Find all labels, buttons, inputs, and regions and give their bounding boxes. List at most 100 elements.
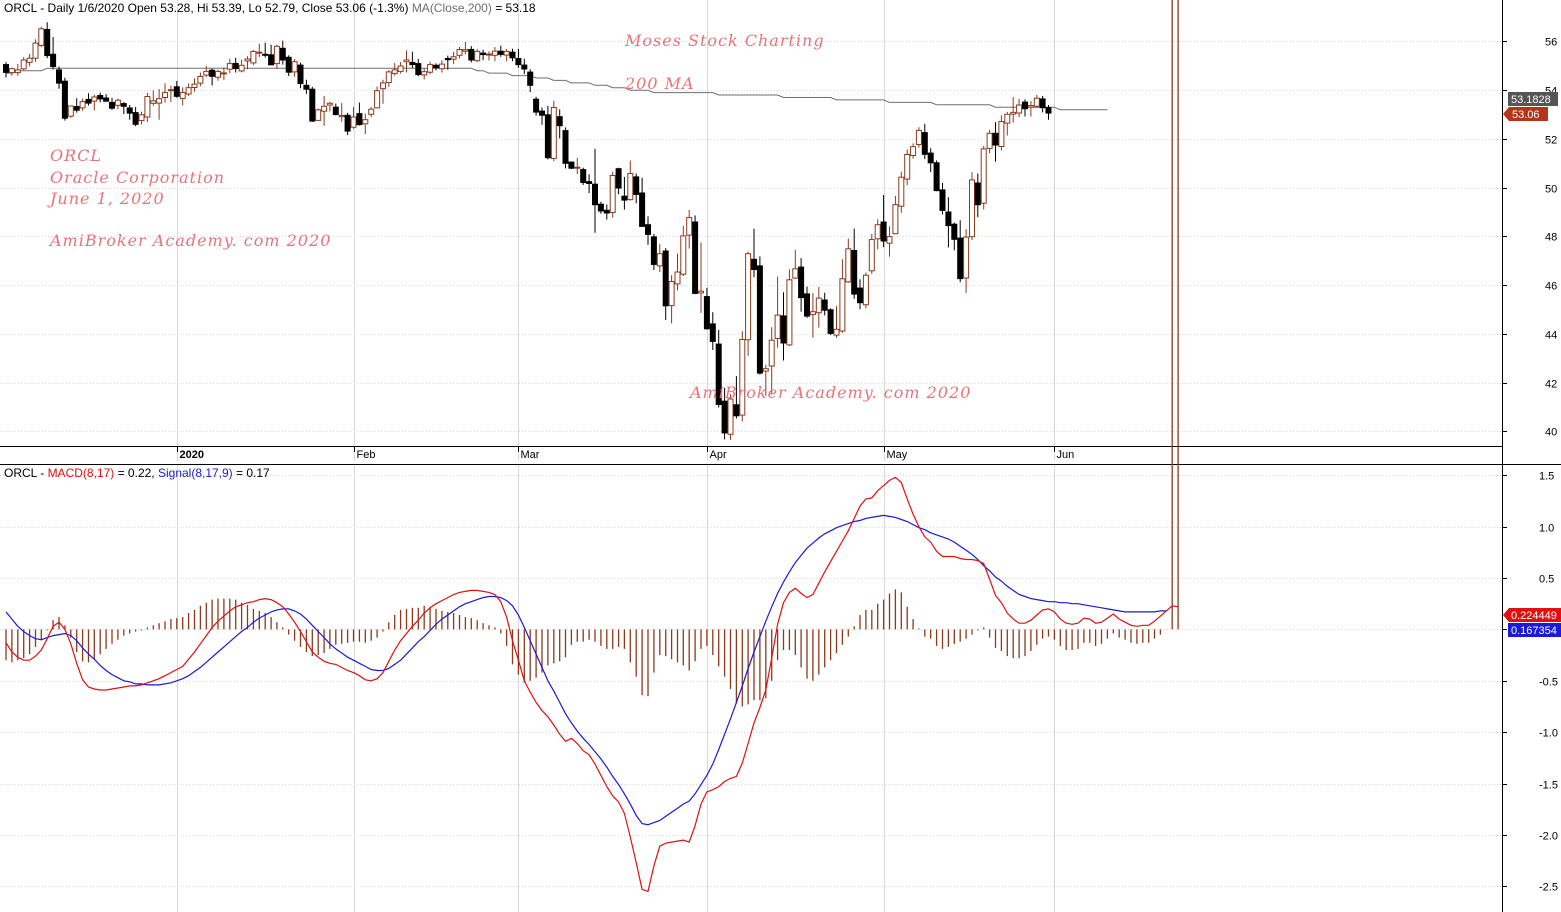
candle-body <box>91 96 98 102</box>
candle-body <box>574 166 581 169</box>
candle <box>556 109 563 139</box>
candle <box>933 160 940 192</box>
macd-tick-label: 1.5 <box>1539 471 1554 483</box>
candle <box>645 216 651 245</box>
candle <box>250 50 257 66</box>
candle <box>421 68 428 80</box>
candle <box>927 148 934 173</box>
candle <box>904 149 911 186</box>
date-tick-label: 2020 <box>180 449 204 461</box>
candle-body <box>921 132 928 155</box>
candle-body <box>957 237 964 280</box>
candle-body <box>762 368 769 372</box>
candle <box>91 94 98 111</box>
candle <box>374 86 381 109</box>
candle <box>963 229 970 293</box>
candle <box>974 173 981 218</box>
candle <box>61 77 68 121</box>
candle <box>391 63 398 76</box>
candle-body <box>880 221 887 242</box>
candle <box>474 49 481 63</box>
candle-body <box>191 83 198 88</box>
candle <box>609 171 616 218</box>
candle <box>50 37 57 70</box>
candle-body <box>904 154 911 180</box>
candle <box>998 115 1005 151</box>
candle-body <box>745 253 752 341</box>
candle <box>480 49 487 61</box>
pane-separator <box>0 461 1502 465</box>
macd-tick-label: 1.0 <box>1539 523 1554 535</box>
candle <box>503 49 510 62</box>
candle <box>1022 99 1028 117</box>
candle <box>780 292 787 361</box>
candle-body <box>368 108 375 115</box>
candle <box>8 67 15 76</box>
candle <box>951 222 958 251</box>
candle <box>868 234 875 274</box>
date-x-axis: 2020 Feb Mar Apr May Jun <box>0 446 1502 461</box>
candle <box>179 87 186 106</box>
candle <box>197 72 204 87</box>
candle <box>362 113 369 134</box>
candle-body <box>692 221 699 294</box>
candle-body <box>220 72 227 75</box>
candle-body <box>44 29 51 57</box>
candle-body <box>969 179 975 238</box>
candle-body <box>144 96 151 118</box>
candle-body <box>756 265 763 374</box>
candle <box>67 105 74 118</box>
candle-body <box>73 106 80 111</box>
candle <box>26 53 33 67</box>
candle-body <box>250 50 257 64</box>
candle <box>898 171 905 213</box>
candle <box>303 79 310 94</box>
candle <box>285 55 292 76</box>
candle <box>586 174 593 193</box>
candle <box>79 98 86 111</box>
candle-body <box>592 183 598 206</box>
candle <box>332 103 339 116</box>
macd-histogram <box>5 0 1179 707</box>
watermark-academy-bottom: AmiBroker Academy. com 2020 <box>688 383 971 402</box>
candle <box>450 51 457 65</box>
candle-body <box>79 101 86 109</box>
candle-body <box>456 49 463 56</box>
candle <box>851 228 858 299</box>
candle <box>603 204 610 220</box>
candle-body <box>244 58 251 62</box>
candle-body <box>232 62 239 70</box>
candle <box>945 197 952 248</box>
candle <box>397 61 404 74</box>
candle-body <box>862 274 869 306</box>
candle-body <box>1022 101 1028 110</box>
candle <box>833 306 840 338</box>
candle-body <box>980 148 987 204</box>
candle <box>3 62 9 78</box>
candle <box>38 26 45 47</box>
date-tick-label: May <box>887 449 908 461</box>
candle <box>203 65 210 77</box>
candle-body <box>774 314 781 340</box>
candle <box>185 83 192 96</box>
candle-body <box>951 223 958 240</box>
macd-tick-label: -1.5 <box>1539 780 1558 792</box>
macd-tick-label: -1.0 <box>1539 728 1558 740</box>
candle-body <box>668 281 675 307</box>
candle-body <box>497 50 504 55</box>
candle-body <box>939 189 946 211</box>
candle <box>144 92 151 122</box>
candle <box>615 167 622 195</box>
candle <box>715 330 722 408</box>
candle <box>103 94 110 102</box>
candle <box>1039 96 1046 113</box>
candle <box>156 89 163 120</box>
macd-tick-label: -2.0 <box>1539 831 1558 843</box>
macd-grid <box>0 475 1502 887</box>
candle <box>527 69 534 93</box>
candle-body <box>332 106 339 115</box>
candle-body <box>273 45 280 65</box>
candle <box>486 51 492 61</box>
